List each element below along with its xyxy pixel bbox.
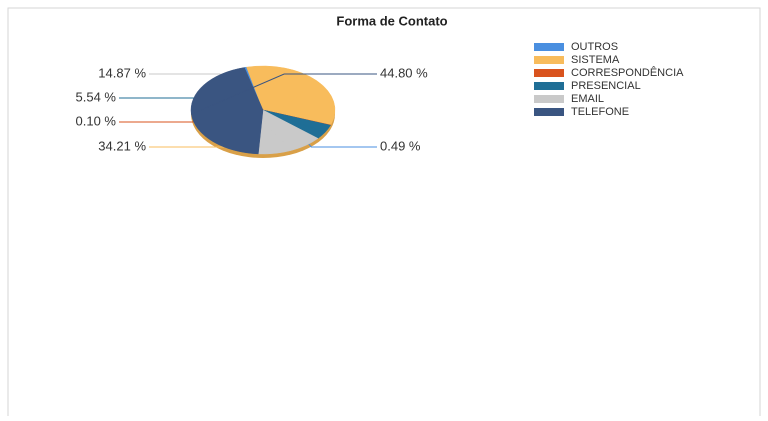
data-label: 0.49 % <box>380 138 421 153</box>
data-label: 5.54 % <box>76 89 117 104</box>
legend-swatch <box>534 43 564 51</box>
frame <box>7 7 761 421</box>
chart-title: Forma de Contato <box>336 13 447 28</box>
legend-swatch <box>534 95 564 103</box>
legend-label: SISTEMA <box>571 54 620 66</box>
legend-label: CORRESPONDÊNCIA <box>571 66 684 79</box>
data-label: 44.80 % <box>380 65 428 80</box>
data-label: 34.21 % <box>98 138 146 153</box>
leader-line <box>149 73 292 151</box>
legend-swatch <box>534 69 564 77</box>
legend-swatch <box>534 82 564 90</box>
legend-swatch <box>534 56 564 64</box>
legend-swatch <box>534 108 564 116</box>
legend-label: OUTROS <box>571 41 618 53</box>
leader-line <box>191 73 377 115</box>
legend-label: PRESENCIAL <box>571 80 641 92</box>
legend-label: EMAIL <box>571 93 604 105</box>
legend-label: TELEFONE <box>571 106 629 118</box>
data-label: 14.87 % <box>98 65 146 80</box>
data-label: 0.10 % <box>76 113 117 128</box>
